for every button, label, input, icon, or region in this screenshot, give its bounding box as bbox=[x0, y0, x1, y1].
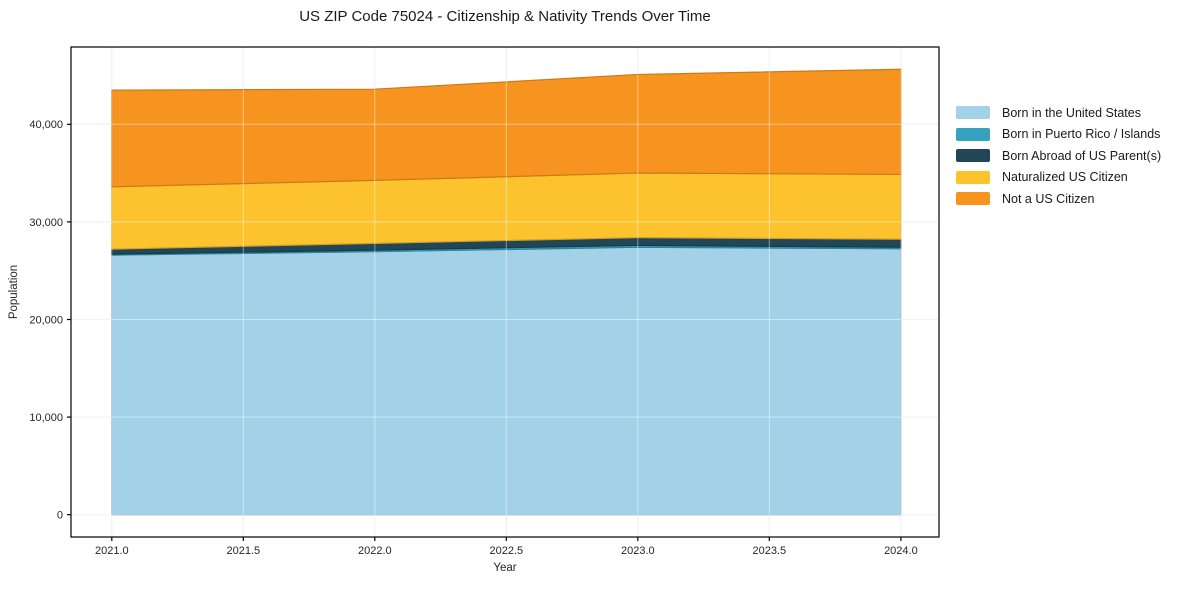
legend-label: Born in the United States bbox=[1002, 105, 1141, 120]
legend-item: Born Abroad of US Parent(s) bbox=[956, 148, 1162, 163]
y-tick-label: 10,000 bbox=[29, 412, 63, 424]
legend: Born in the United States Born in Puerto … bbox=[956, 105, 1162, 206]
y-tick-label: 40,000 bbox=[29, 119, 63, 131]
legend-item: Born in Puerto Rico / Islands bbox=[956, 127, 1161, 141]
x-ticks: 2021.0 2021.5 2022.0 2022.5 2023.0 2023.5 2024… bbox=[95, 537, 918, 557]
legend-label: Born Abroad of US Parent(s) bbox=[1002, 148, 1162, 163]
chart-title: US ZIP Code 75024 - Citizenship & Nativi… bbox=[299, 8, 711, 25]
legend-swatch bbox=[956, 192, 990, 205]
legend-swatch bbox=[956, 170, 990, 184]
legend-swatch bbox=[956, 149, 990, 162]
legend-item: Not a US Citizen bbox=[956, 191, 1161, 206]
legend-swatch bbox=[956, 127, 990, 141]
x-tick-label: 2024.0 bbox=[884, 545, 918, 557]
plot-spines bbox=[70, 46, 940, 538]
area-series-4 bbox=[111, 68, 902, 188]
legend-label: Not a US Citizen bbox=[1002, 191, 1095, 206]
legend-label: Born in Puerto Rico / Islands bbox=[1002, 127, 1161, 141]
x-tick-label: 2023.0 bbox=[621, 545, 655, 557]
x-tick-label: 2023.5 bbox=[752, 545, 786, 557]
gridlines-overlay bbox=[71, 47, 939, 537]
y-tick-label: 0 bbox=[57, 510, 63, 522]
y-ticks: 0 10,000 20,000 30,000 40,000 bbox=[29, 119, 71, 522]
x-tick-label: 2021.5 bbox=[226, 545, 260, 557]
x-tick-label: 2022.5 bbox=[489, 545, 523, 557]
x-axis-label: Year bbox=[493, 562, 517, 574]
legend-item: Naturalized US Citizen bbox=[956, 170, 1161, 184]
y-tick-label: 30,000 bbox=[29, 217, 63, 229]
legend-label: Naturalized US Citizen bbox=[1002, 170, 1128, 184]
legend-swatch bbox=[956, 106, 990, 119]
y-axis-label: Population bbox=[8, 264, 20, 320]
stacked-areas bbox=[111, 68, 902, 516]
y-tick-label: 20,000 bbox=[29, 314, 63, 326]
legend-item: Born in the United States bbox=[956, 105, 1161, 120]
x-tick-label: 2022.0 bbox=[358, 545, 392, 557]
x-tick-label: 2021.0 bbox=[95, 545, 129, 557]
